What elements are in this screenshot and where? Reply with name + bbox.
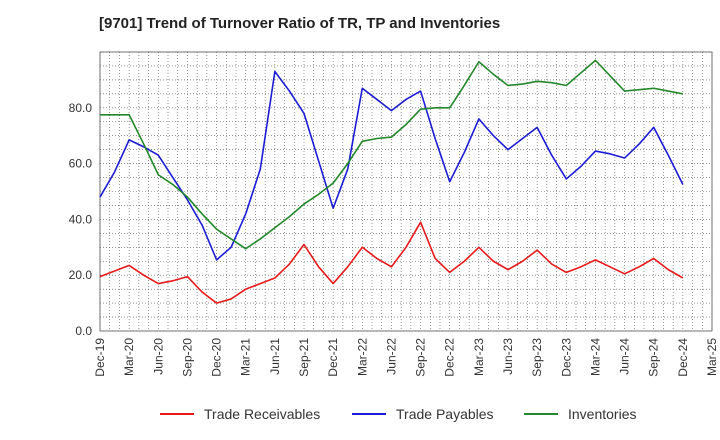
plot-border: [99, 51, 713, 332]
series-layer: [99, 59, 684, 304]
series-line-trade-payables: [99, 70, 684, 261]
y-tick-label: 0.0: [75, 324, 92, 338]
y-tick-label: 60.0: [69, 157, 93, 171]
x-tick-label: Jun-20: [151, 338, 165, 375]
x-tick-label: Sep-24: [647, 338, 661, 377]
x-tick-label: Sep-23: [530, 338, 544, 377]
axis-layer: 0.0 20.0 40.0 60.0 80.0 Dec-19 Mar-20 Jun-20 Sep…: [69, 51, 719, 377]
x-tick-label: Dec-24: [676, 338, 690, 377]
legend: Trade Receivables Trade Payables Inventori…: [160, 406, 636, 422]
x-tick-label: Mar-23: [472, 338, 486, 376]
x-tick-label: Mar-25: [705, 338, 719, 376]
x-tick-label: Dec-22: [443, 338, 457, 377]
x-tick-label: Dec-21: [326, 338, 340, 377]
x-tick-label: Dec-19: [93, 338, 107, 377]
x-tick-label: Sep-21: [297, 338, 311, 377]
x-tick-label: Sep-20: [180, 338, 194, 377]
x-tick-label: Dec-20: [210, 338, 224, 377]
legend-label: Trade Payables: [396, 406, 494, 422]
x-tick-label: Mar-22: [355, 338, 369, 376]
series-line-trade-receivables: [99, 221, 684, 304]
x-tick-label: Jun-22: [384, 338, 398, 375]
series-line-inventories: [100, 59, 684, 250]
x-tick-label: Mar-21: [239, 338, 253, 376]
x-tick-label: Jun-24: [618, 338, 632, 375]
legend-label: Inventories: [568, 406, 636, 422]
chart-title: [9701] Trend of Turnover Ratio of TR, TP…: [99, 15, 501, 32]
y-tick-label: 20.0: [69, 268, 93, 282]
x-tick-label: Sep-22: [414, 338, 428, 377]
legend-label: Trade Receivables: [204, 406, 320, 422]
x-tick-label: Jun-23: [501, 338, 515, 375]
y-tick-label: 80.0: [69, 101, 93, 115]
y-tick-label: 40.0: [69, 212, 93, 226]
x-tick-label: Mar-20: [122, 338, 136, 376]
x-tick-label: Mar-24: [588, 338, 602, 376]
x-tick-label: Jun-21: [268, 338, 282, 375]
x-tick-label: Dec-23: [559, 338, 573, 377]
